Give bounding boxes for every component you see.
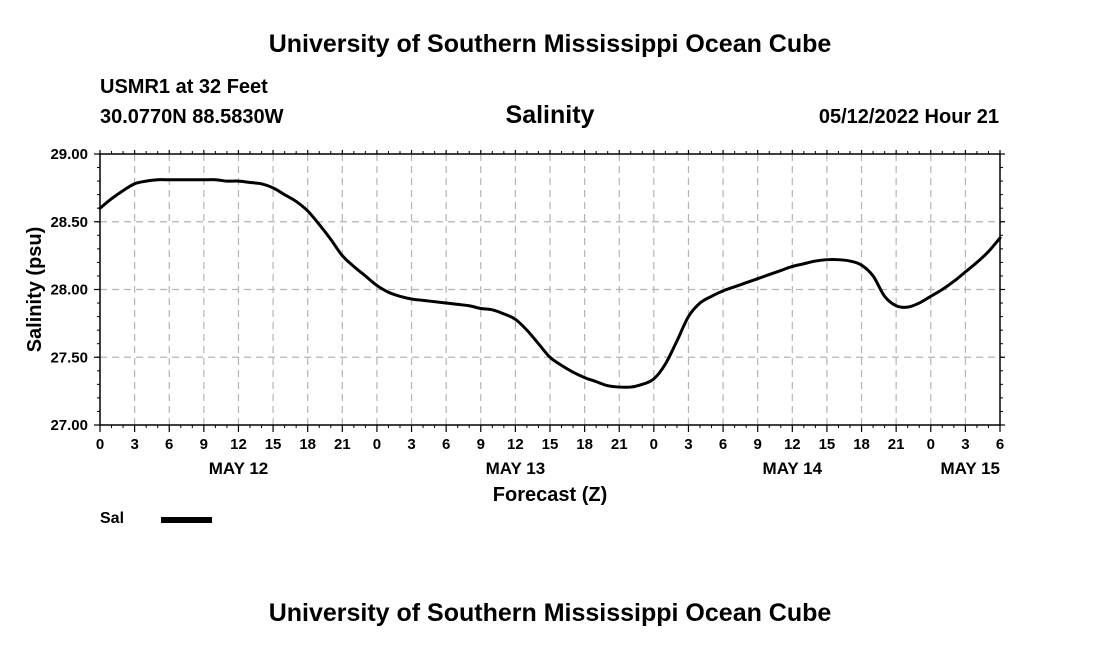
x-tick-label: 12 [784, 436, 801, 453]
x-tick-label: 6 [442, 436, 450, 453]
x-tick-label: 0 [373, 436, 381, 453]
x-tick-label: 12 [230, 436, 247, 453]
x-tick-label: 18 [576, 436, 593, 453]
date-label: MAY 15 [940, 459, 1000, 478]
x-tick-label: 15 [819, 436, 836, 453]
x-tick-label: 21 [611, 436, 628, 453]
x-tick-label: 3 [684, 436, 692, 453]
y-axis-label: Salinity (psu) [24, 227, 46, 353]
x-tick-label: 0 [650, 436, 658, 453]
x-tick-label: 0 [927, 436, 935, 453]
y-tick-label: 29.00 [50, 146, 88, 163]
salinity-series-line [98, 178, 1002, 389]
x-tick-label: 3 [407, 436, 415, 453]
x-tick-label: 6 [719, 436, 727, 453]
coordinates-label: 30.0770N 88.5830W [100, 106, 284, 128]
x-tick-label: 21 [888, 436, 905, 453]
x-tick-label: 3 [130, 436, 138, 453]
x-axis-label: Forecast (Z) [493, 484, 607, 506]
date-label: MAY 12 [209, 459, 269, 478]
chart-title: Salinity [505, 101, 595, 129]
x-tick-label: 18 [299, 436, 316, 453]
x-tick-label: 15 [542, 436, 559, 453]
x-tick-label: 12 [507, 436, 524, 453]
date-label: MAY 13 [486, 459, 546, 478]
date-label: MAY 14 [763, 459, 823, 478]
station-label: USMR1 at 32 Feet [100, 76, 268, 98]
legend-line-swatch [161, 517, 212, 523]
axis-tick-labels: 0 3 6 9 12 15 18 21 0 3 6 9 12 15 18 21 0 3 6 9 12 15 18 21 0 3 6 2… [50, 146, 1004, 478]
y-tick-label: 28.50 [50, 214, 88, 231]
x-tick-label: 9 [200, 436, 208, 453]
x-tick-label: 3 [961, 436, 969, 453]
x-tick-label: 18 [853, 436, 870, 453]
legend-label: Sal [100, 510, 125, 527]
x-tick-label: 6 [996, 436, 1004, 453]
timestamp-label: 05/12/2022 Hour 21 [818, 106, 999, 128]
x-tick-label: 6 [165, 436, 173, 453]
plot-frame [99, 153, 1001, 426]
x-tick-label: 21 [334, 436, 351, 453]
x-tick-label: 15 [265, 436, 282, 453]
x-tick-label: 9 [477, 436, 485, 453]
y-tick-label: 28.00 [50, 282, 88, 299]
y-tick-label: 27.50 [50, 349, 88, 366]
y-tick-label: 27.00 [50, 417, 88, 434]
x-tick-label: 0 [96, 436, 104, 453]
page-title: University of Southern Mississippi Ocean… [268, 30, 832, 58]
footer-title: University of Southern Mississippi Ocean… [268, 599, 832, 627]
x-tick-label: 9 [754, 436, 762, 453]
grid [100, 154, 1000, 425]
